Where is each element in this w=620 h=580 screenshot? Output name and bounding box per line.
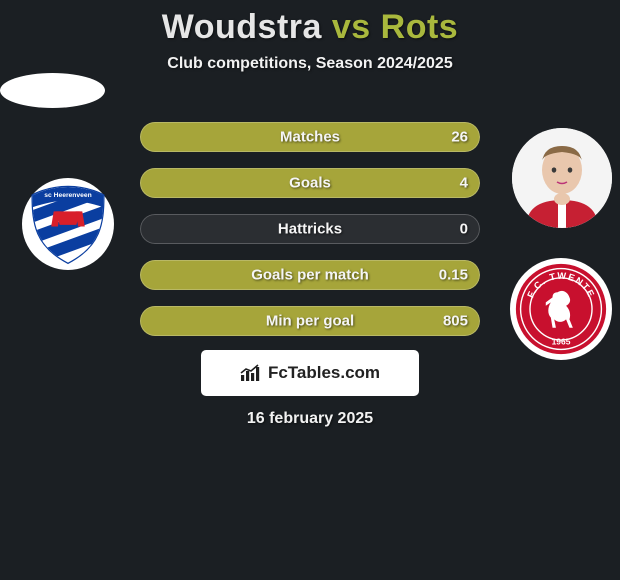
stat-row: Goals 4 (140, 168, 480, 198)
player-left-avatar (0, 73, 105, 108)
stat-value-right: 0 (460, 221, 468, 238)
comparison-title: Woudstra vs Rots (0, 0, 620, 47)
stat-row: Goals per match 0.15 (140, 260, 480, 290)
stat-label: Min per goal (266, 313, 354, 330)
player-right-avatar (512, 128, 612, 228)
stat-label: Goals (289, 175, 331, 192)
title-player-right: Rots (381, 8, 459, 46)
stat-row: Matches 26 (140, 122, 480, 152)
stat-row: Hattricks 0 (140, 214, 480, 244)
comparison-subtitle: Club competitions, Season 2024/2025 (0, 55, 620, 73)
title-player-left: Woudstra (162, 8, 322, 46)
player-portrait-icon (512, 128, 612, 228)
comparison-date: 16 february 2025 (0, 410, 620, 428)
stat-label: Matches (280, 129, 340, 146)
twente-year: 1965 (552, 337, 571, 347)
stat-label: Goals per match (251, 267, 369, 284)
twente-crest-icon: F.C. TWENTE 1965 (514, 262, 608, 356)
watermark: FcTables.com (201, 350, 419, 396)
stat-value-right: 4 (460, 175, 468, 192)
stat-label: Hattricks (278, 221, 342, 238)
bar-chart-icon (240, 364, 262, 382)
heerenveen-crest-text: sc Heerenveen (44, 192, 91, 199)
club-left-crest: sc Heerenveen (22, 178, 114, 270)
stat-bars: Matches 26 Goals 4 Hattricks 0 Goals per match… (140, 122, 480, 352)
club-right-crest: F.C. TWENTE 1965 (510, 258, 612, 360)
title-vs: vs (332, 8, 371, 46)
stat-row: Min per goal 805 (140, 306, 480, 336)
heerenveen-crest-icon: sc Heerenveen (26, 182, 110, 266)
stat-value-right: 805 (443, 313, 468, 330)
stat-value-right: 26 (451, 129, 468, 146)
watermark-text: FcTables.com (268, 363, 380, 383)
stat-value-right: 0.15 (439, 267, 468, 284)
